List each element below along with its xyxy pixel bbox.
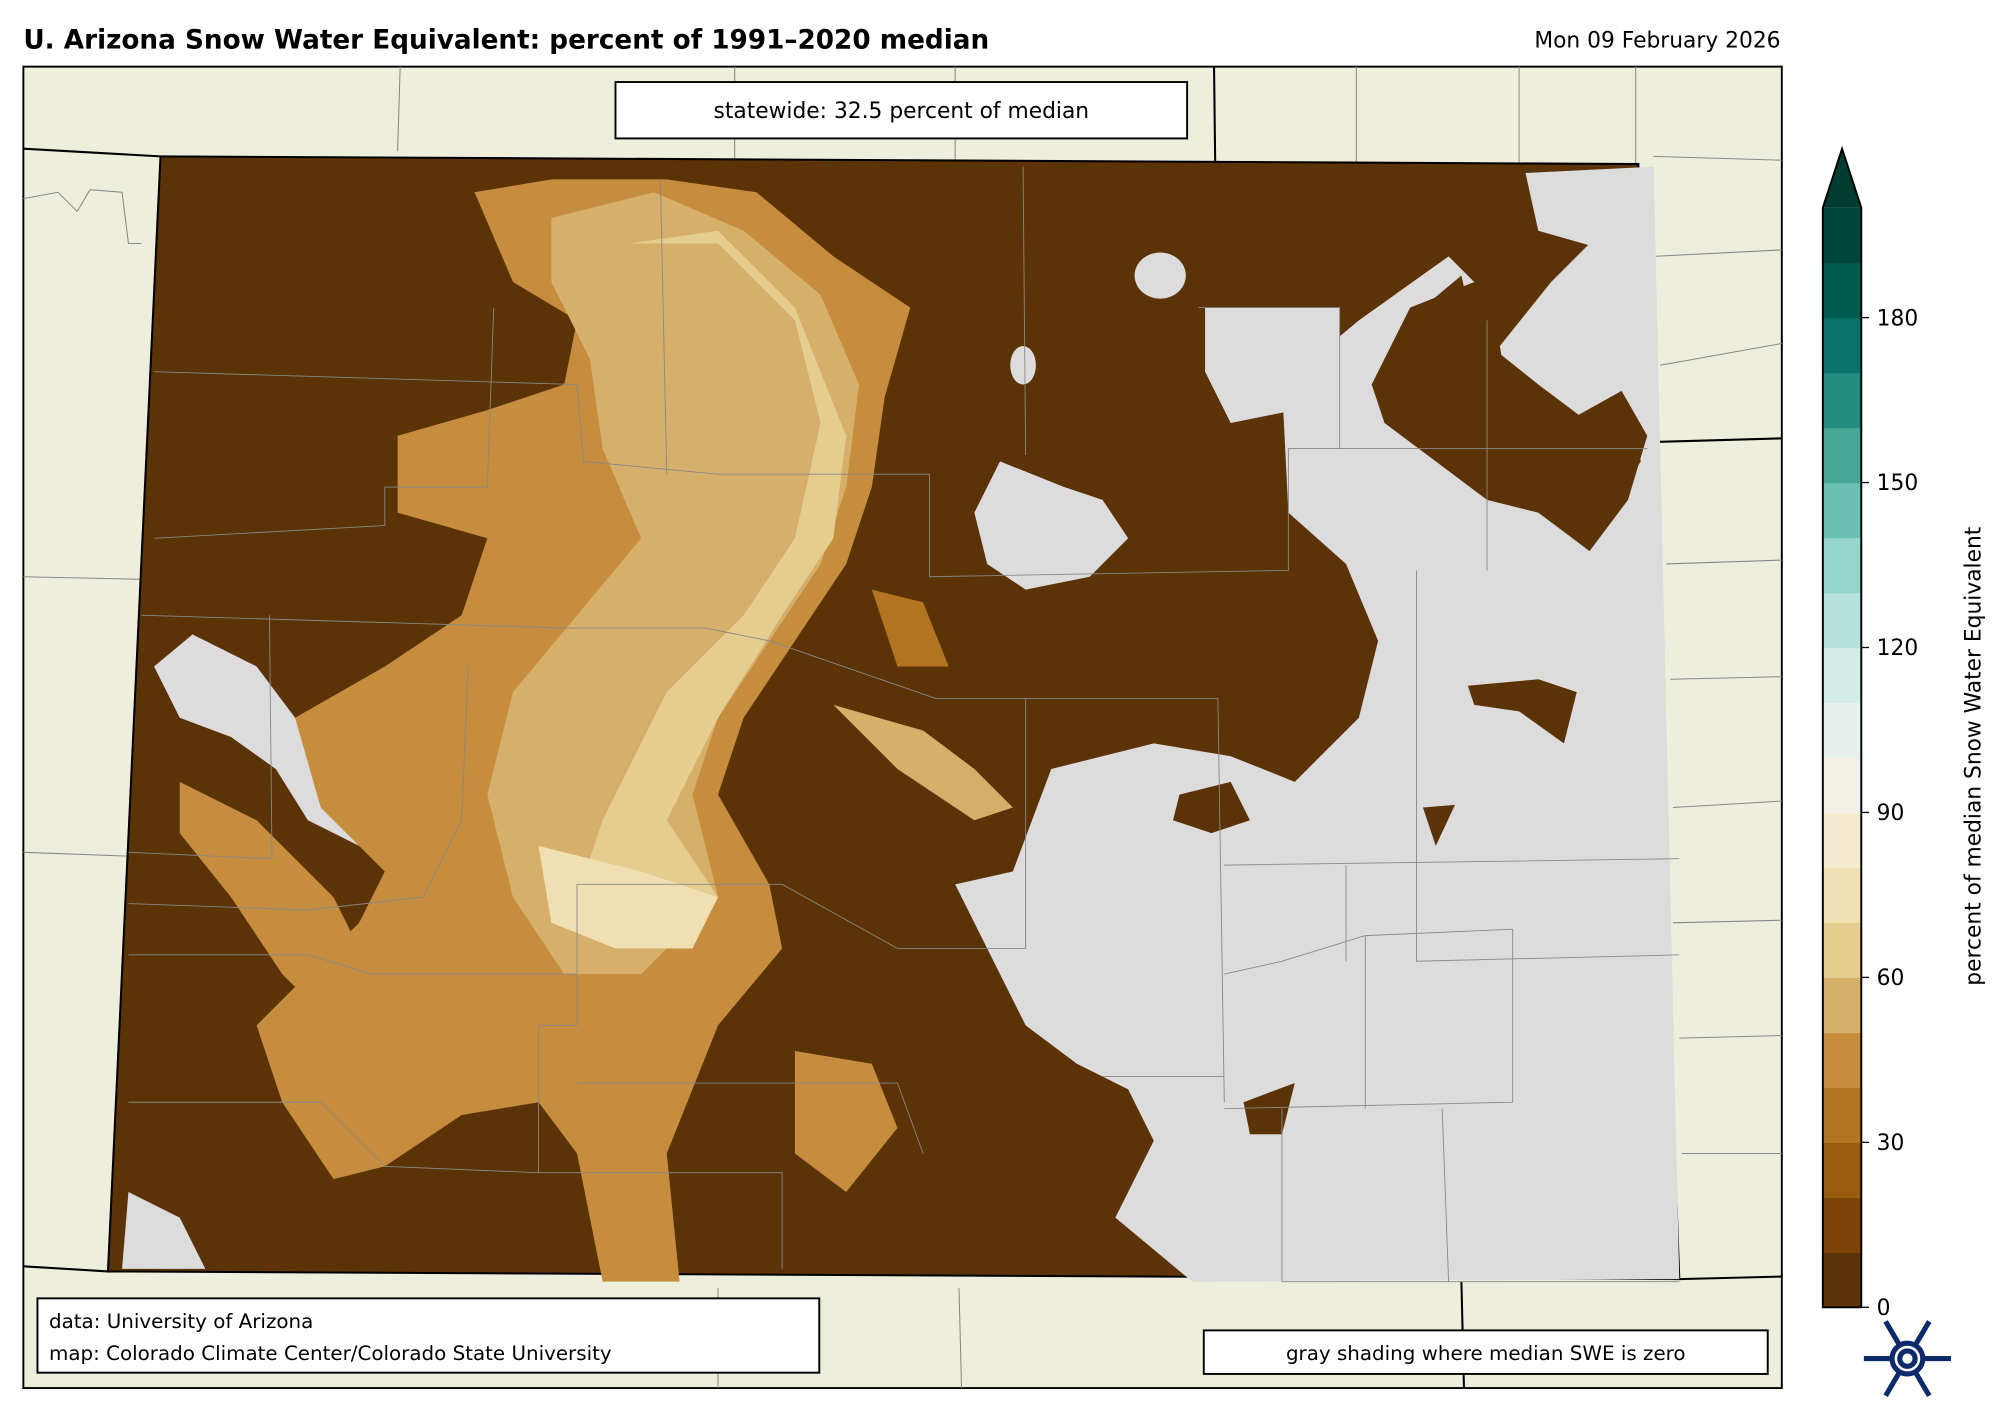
colorbar-segment xyxy=(1822,922,1862,979)
statewide-box: statewide: 32.5 percent of median xyxy=(614,81,1189,140)
colorbar-segment xyxy=(1822,537,1862,594)
map-area: statewide: 32.5 percent of median data: … xyxy=(22,65,1783,1390)
colorbar-segment xyxy=(1822,867,1862,924)
map-date: Mon 09 February 2026 xyxy=(1534,28,1780,53)
colorbar-segment xyxy=(1822,757,1862,814)
colorbar-segment xyxy=(1822,647,1862,704)
colorbar-tick-label: 120 xyxy=(1877,636,1919,661)
mountain-swe-areas xyxy=(179,179,1013,1282)
colorbar-segment xyxy=(1822,1087,1862,1143)
colorbar-segment xyxy=(1822,427,1862,484)
county-lines xyxy=(128,166,1680,1283)
snowflake-logo-icon xyxy=(1863,1320,1952,1398)
colorbar-segment xyxy=(1822,372,1862,429)
statewide-label: statewide: 32.5 percent of median xyxy=(714,99,1090,124)
attribution-data: data: University of Arizona xyxy=(49,1310,313,1333)
colorbar-segment xyxy=(1822,702,1862,759)
map-title: U. Arizona Snow Water Equivalent: percen… xyxy=(23,26,989,56)
colorbar-segment xyxy=(1822,1142,1862,1198)
gray-note: gray shading where median SWE is zero xyxy=(1286,1342,1686,1365)
colorbar-segment xyxy=(1822,1197,1862,1253)
colorbar-segment xyxy=(1822,592,1862,649)
colorbar-segment xyxy=(1822,262,1862,319)
colorbar-segment xyxy=(1822,317,1862,374)
colorbar-tick-label: 0 xyxy=(1877,1296,1891,1321)
colorbar-segment xyxy=(1822,977,1862,1034)
colorbar-segment xyxy=(1822,1252,1862,1308)
state-boundaries xyxy=(23,66,1782,1389)
colorbar-segment xyxy=(1822,482,1862,539)
gray-note-box: gray shading where median SWE is zero xyxy=(1202,1329,1769,1375)
attribution-box: data: University of Arizona map: Colorad… xyxy=(36,1297,821,1374)
colorbar-extend-arrow xyxy=(1822,148,1862,208)
colorbar-tick-label: 150 xyxy=(1877,471,1919,496)
colorbar-tick-label: 60 xyxy=(1877,966,1905,991)
colorbar-tick-label: 180 xyxy=(1877,306,1919,331)
attribution-map: map: Colorado Climate Center/Colorado St… xyxy=(49,1342,612,1365)
colorbar-segment xyxy=(1822,207,1862,264)
colorbar-segment xyxy=(1822,812,1862,869)
colorbar-outline xyxy=(1821,145,1863,1309)
colorbar-label: percent of median Snow Water Equivalent xyxy=(1961,526,1986,985)
colorbar-tick-label: 90 xyxy=(1877,801,1905,826)
colorbar-tick-label: 30 xyxy=(1877,1131,1905,1156)
colorbar-segment xyxy=(1822,1032,1862,1089)
colorbar: 0 30 60 90 120 150 180 xyxy=(1821,145,1919,1321)
